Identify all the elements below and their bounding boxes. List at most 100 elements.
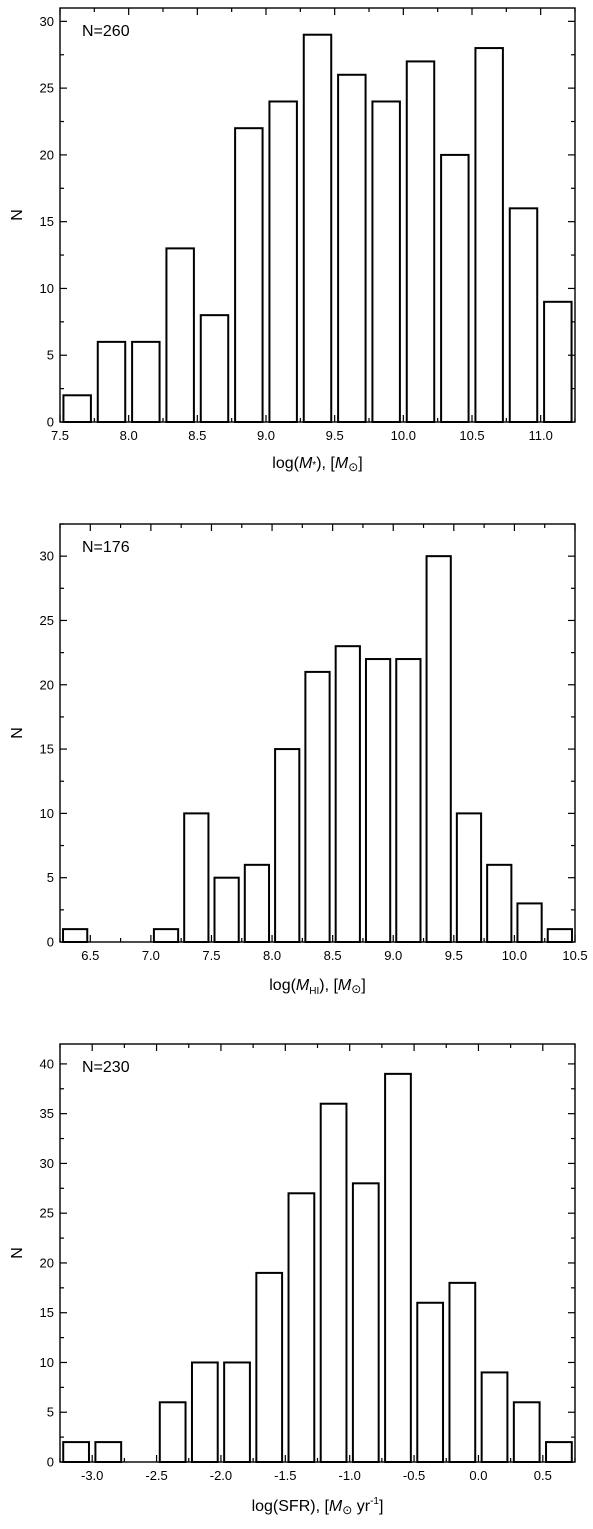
histogram-bar — [512, 1401, 541, 1464]
x-tick-label: 0.0 — [469, 1468, 487, 1483]
histogram-bar — [486, 863, 513, 943]
histogram-bar — [480, 1371, 509, 1464]
x-tick-label: 9.5 — [445, 948, 463, 963]
y-tick-label: 20 — [40, 1255, 54, 1270]
chart-panel-1: 7.5 8.0 8.5 9.0 9.5 10.0 10.5 11.0 0 5 10 15 20 25 30 N… — [9, 7, 576, 474]
histogram-bar — [223, 1361, 251, 1464]
histogram-bar — [165, 247, 195, 423]
histogram-bar — [302, 33, 333, 423]
chart-panel-3: -3.0 -2.5 -2.0 -1.5 -1.0 -0.5 0.0 0.5 0 5 10 15 20 25… — [9, 1043, 576, 1517]
x-axis-label: log(MHI), [M⊙] — [269, 977, 366, 997]
y-tick-label: 0 — [47, 415, 54, 430]
histogram-bar — [158, 1401, 187, 1464]
x-tick-label: 10.0 — [391, 428, 416, 443]
x-tick-label: 10.5 — [459, 428, 484, 443]
histogram-bar — [199, 314, 230, 423]
y-tick-label: 25 — [40, 613, 54, 628]
sample-size-label: N=230 — [82, 1059, 130, 1076]
sample-size-label: N=176 — [82, 539, 130, 556]
x-tick-label: 8.0 — [263, 948, 281, 963]
y-axis-label: N — [9, 727, 26, 739]
x-tick-label: 6.5 — [81, 948, 99, 963]
histogram-bar — [395, 658, 422, 943]
y-axis-label: N — [9, 209, 26, 221]
histogram-bar — [62, 394, 92, 423]
x-tick-label: 10.0 — [502, 948, 527, 963]
y-tick-label: 0 — [47, 935, 54, 950]
histogram-bar — [62, 928, 89, 944]
plot-frame — [59, 7, 576, 423]
x-tick-label: 9.0 — [257, 428, 275, 443]
histogram-bar — [152, 928, 180, 944]
y-tick-label: 5 — [47, 348, 54, 363]
histogram-bar — [416, 1301, 445, 1464]
histogram-bar — [62, 1441, 90, 1463]
histogram-bar — [234, 127, 264, 423]
x-tick-label: -0.5 — [403, 1468, 425, 1483]
x-tick-label: 7.5 — [202, 948, 220, 963]
histogram-bar — [287, 1192, 316, 1464]
x-tick-label: -1.0 — [338, 1468, 360, 1483]
x-tick-label: 7.0 — [142, 948, 160, 963]
y-tick-label: 15 — [40, 742, 54, 757]
histogram-bar — [337, 73, 367, 423]
histogram-bar — [516, 902, 543, 944]
y-tick-label: 5 — [47, 870, 54, 885]
y-tick-label: 30 — [40, 14, 54, 29]
y-tick-label: 0 — [47, 1455, 54, 1470]
y-tick-label: 10 — [40, 281, 54, 296]
y-tick-label: 30 — [40, 1156, 54, 1171]
x-tick-label: 8.0 — [120, 428, 138, 443]
histogram-bar — [268, 100, 298, 424]
x-tick-label: 0.5 — [534, 1468, 552, 1483]
histogram-bar — [405, 60, 436, 424]
histogram-bar — [131, 340, 161, 424]
histogram-bar — [255, 1271, 284, 1464]
y-tick-label: 40 — [40, 1056, 54, 1071]
y-tick-label: 25 — [40, 1206, 54, 1221]
plot-frame — [59, 523, 576, 943]
y-tick-label: 25 — [40, 81, 54, 96]
histogram-bar — [508, 207, 539, 423]
x-axis-label: log(SFR), [M⊙ yr-1] — [252, 1496, 384, 1517]
histogram-bar — [425, 555, 452, 944]
x-tick-label: 8.5 — [188, 428, 206, 443]
histogram-bar — [304, 670, 331, 944]
histogram-bar — [319, 1102, 348, 1463]
y-tick-label: 30 — [40, 549, 54, 564]
y-axis-label: N — [9, 1247, 26, 1259]
histogram-bar — [274, 748, 301, 943]
x-axis-label: log(M*), [M⊙] — [272, 455, 362, 474]
x-tick-label: 7.5 — [51, 428, 69, 443]
histogram-bar — [94, 1441, 123, 1463]
histogram-bar — [371, 100, 401, 424]
histogram-bar — [448, 1281, 477, 1464]
histogram-bar — [213, 876, 240, 944]
y-tick-label: 20 — [40, 677, 54, 692]
y-tick-label: 35 — [40, 1106, 54, 1121]
histogram-bar — [190, 1361, 219, 1464]
histogram-bar — [474, 47, 504, 424]
x-tick-label: -1.5 — [274, 1468, 296, 1483]
x-tick-label: 10.5 — [562, 948, 587, 963]
x-tick-label: 9.0 — [384, 948, 402, 963]
y-tick-label: 15 — [40, 214, 54, 229]
histogram-bar — [545, 1441, 573, 1463]
x-tick-label: -2.5 — [145, 1468, 167, 1483]
histogram-bar — [183, 812, 210, 944]
y-tick-label: 5 — [47, 1405, 54, 1420]
sample-size-label: N=260 — [82, 23, 130, 40]
histogram-bar — [243, 863, 271, 943]
histogram-bar — [440, 153, 470, 423]
histogram-bar — [96, 340, 127, 424]
histogram-bar — [334, 645, 361, 944]
x-tick-label: 9.5 — [326, 428, 344, 443]
histogram-bar — [455, 812, 483, 944]
chart-panel-2: 6.5 7.0 7.5 8.0 8.5 9.0 9.5 10.0 10.5 0 5 10 15 20 25 3… — [9, 523, 588, 997]
x-tick-label: 11.0 — [528, 428, 552, 443]
histogram-bar — [384, 1072, 412, 1464]
y-tick-label: 10 — [40, 1355, 54, 1370]
y-tick-label: 10 — [40, 806, 54, 821]
histogram-bar — [351, 1182, 380, 1464]
